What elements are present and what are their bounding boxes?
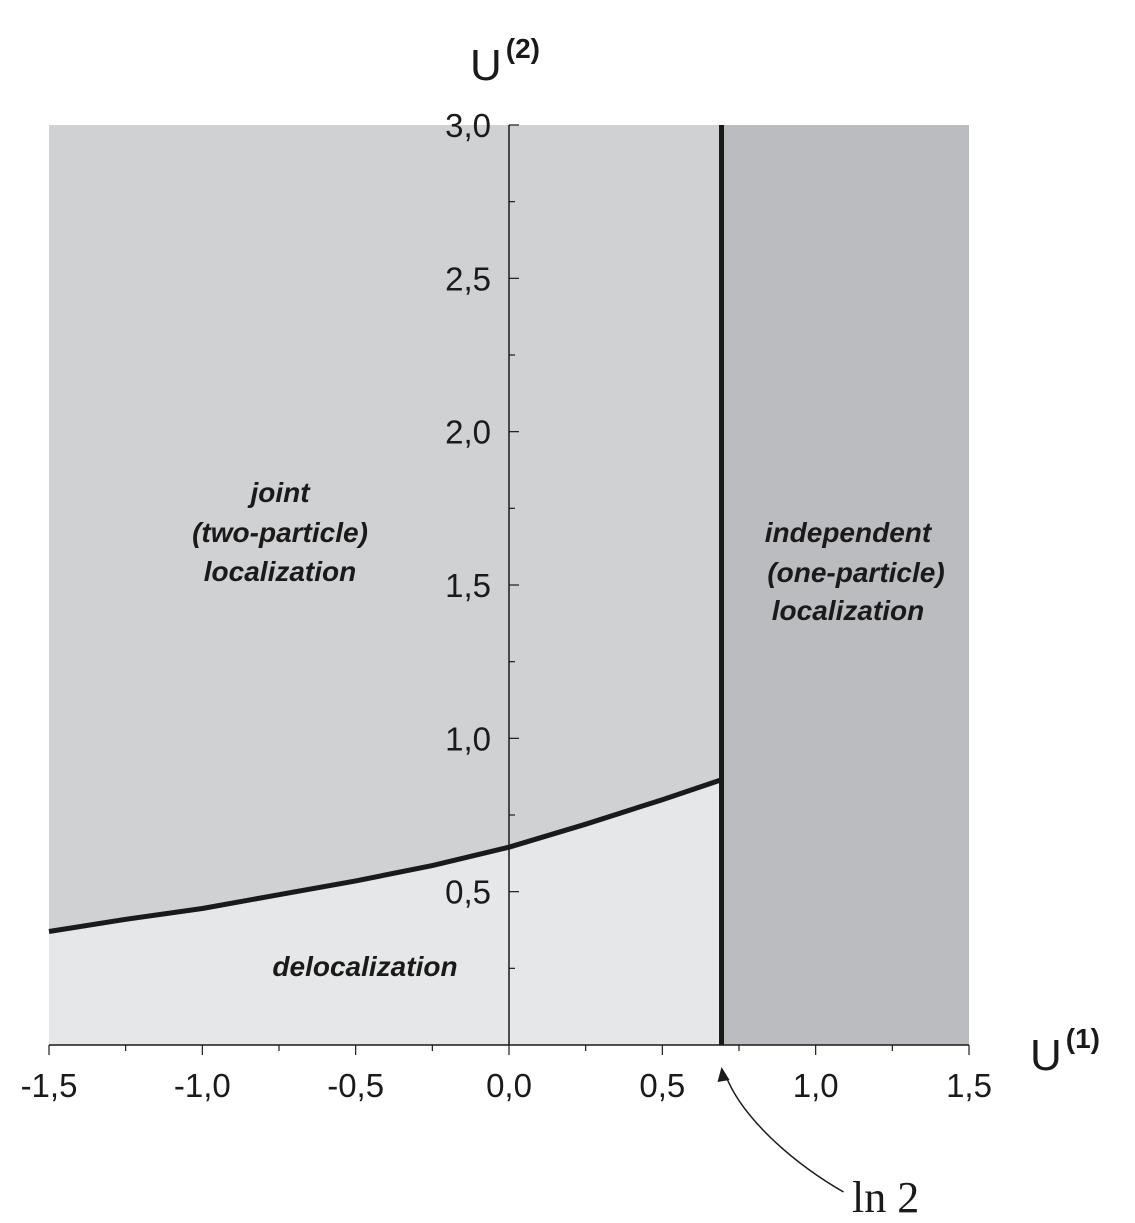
annotation-arrowhead	[717, 1067, 730, 1082]
region-label-joint-line-1: joint	[246, 477, 311, 508]
y-tick-label: 0,5	[445, 874, 491, 911]
x-tick-label: -1,0	[174, 1067, 231, 1104]
x-tick-label: -1,5	[21, 1067, 78, 1104]
y-tick-label: 2,5	[445, 260, 491, 297]
boundary-curve	[48, 777, 723, 934]
region-label-joint-line-3: localization	[204, 556, 356, 587]
y-tick-label: 2,0	[445, 414, 491, 451]
region-label-delocalization: delocalization	[272, 951, 457, 982]
region-label-independent-line-2: (one-particle)	[767, 557, 944, 588]
x-axis-title: U (1)	[1030, 1023, 1100, 1080]
annotation-arrow	[724, 1074, 844, 1193]
boundary-layer	[48, 125, 725, 1045]
y-axis-title: U (2)	[470, 33, 540, 90]
y-tick-label: 1,0	[445, 720, 491, 757]
region-label-joint-line-2: (two-particle)	[192, 517, 368, 548]
x-tick-label: -0,5	[327, 1067, 384, 1104]
y-axis-title-superscript: (2)	[506, 33, 540, 64]
x-tick-label: 1,5	[946, 1067, 992, 1104]
regions-layer	[49, 125, 969, 1045]
region-label-independent-line-3: localization	[772, 595, 924, 626]
x-tick-label: 0,5	[639, 1067, 685, 1104]
y-tick-label: 1,5	[445, 567, 491, 604]
region-delocalization	[49, 779, 722, 1045]
x-tick-label: 1,0	[793, 1067, 839, 1104]
x-axis-title-superscript: (1)	[1066, 1023, 1100, 1054]
annotation-ln2-label: ln 2	[852, 1173, 919, 1222]
region-label-independent-line-1: independent	[765, 517, 933, 548]
region-independent-localization	[721, 125, 969, 1045]
axes-layer: -1,5 -1,0 -0,5 0,0 0,5 1,0 1,5 0,5 1,0 1,5 2,0 2,5 3…	[21, 107, 992, 1104]
y-tick-label: 3,0	[445, 107, 491, 144]
x-tick-label: 0,0	[486, 1067, 532, 1104]
